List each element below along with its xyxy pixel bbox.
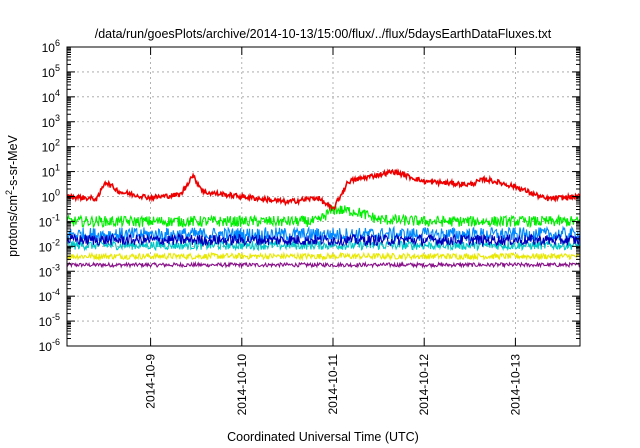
series-line [66, 205, 581, 229]
y-tick-label-base: 10 [39, 215, 53, 229]
y-tick-label-base: 10 [42, 166, 56, 180]
series-line [66, 251, 581, 262]
y-tick-label-exponent: -6 [52, 337, 60, 347]
y-tick-label: 102 [42, 138, 60, 155]
y-tick-label-exponent: 1 [55, 163, 60, 173]
y-tick-label-base: 10 [39, 265, 53, 279]
y-tick-label: 10-5 [39, 312, 60, 329]
y-tick-label: 10-2 [39, 237, 60, 254]
y-tick-label-exponent: -3 [52, 262, 60, 272]
series-line [66, 232, 581, 248]
y-tick-label-base: 10 [42, 91, 56, 105]
x-tick-label: 2014-10-9 [144, 354, 158, 409]
y-tick-label-exponent: 6 [55, 38, 60, 48]
x-tick-label: 2014-10-10 [235, 354, 249, 416]
y-axis-label-rest: -s-sr-MeV [6, 134, 20, 190]
x-tick-label: 2014-10-13 [508, 354, 522, 416]
series-line [66, 238, 581, 252]
y-tick-label-base: 10 [42, 141, 56, 155]
y-tick-label: 10-3 [39, 262, 60, 279]
y-tick-label-exponent: -5 [52, 312, 60, 322]
x-axis-label: Coordinated Universal Time (UTC) [227, 430, 419, 444]
y-axis-label-unit: protons/cm [6, 195, 20, 257]
chart-title: /data/run/goesPlots/archive/2014-10-13/1… [95, 27, 552, 41]
ticks [67, 46, 580, 347]
y-tick-label-exponent: 4 [55, 88, 60, 98]
y-axis-label-exponent: 2 [4, 190, 14, 195]
x-tick-label: 2014-10-12 [417, 354, 431, 416]
y-tick-label: 106 [42, 38, 60, 55]
y-tick-label: 103 [42, 113, 60, 130]
series-layer [66, 168, 581, 269]
series-line [66, 168, 581, 212]
y-tick-label-base: 10 [39, 315, 53, 329]
y-tick-label-exponent: 5 [55, 63, 60, 73]
y-tick-label-base: 10 [39, 290, 53, 304]
y-tick-label-base: 10 [39, 240, 53, 254]
y-tick-label-base: 10 [42, 191, 56, 205]
y-tick-label-base: 10 [39, 340, 53, 354]
y-tick-label-exponent: -4 [52, 287, 60, 297]
y-tick-label: 105 [42, 63, 60, 80]
x-tick-labels: 2014-10-9 2014-10-10 2014-10-11 2014-10-12 2… [144, 354, 523, 416]
grid [67, 47, 580, 346]
y-tick-label-exponent: 3 [55, 113, 60, 123]
series-line [66, 260, 581, 269]
y-tick-label-exponent: 0 [55, 188, 60, 198]
y-tick-label-base: 10 [42, 116, 56, 130]
y-tick-label-exponent: -2 [52, 237, 60, 247]
y-tick-label-base: 10 [42, 41, 56, 55]
y-tick-label-exponent: -1 [52, 212, 60, 222]
y-tick-label: 10-4 [39, 287, 60, 304]
y-axis-label: protons/cm2-s-sr-MeV [4, 134, 20, 256]
y-tick-label: 104 [42, 88, 60, 105]
y-tick-label-exponent: 2 [55, 138, 60, 148]
series-line [66, 225, 581, 244]
y-tick-label: 100 [42, 188, 60, 205]
y-tick-label: 10-1 [39, 212, 60, 229]
y-tick-label: 10-6 [39, 337, 60, 354]
y-tick-label-base: 10 [42, 66, 56, 80]
y-tick-label: 101 [42, 163, 60, 180]
x-tick-label: 2014-10-11 [326, 354, 340, 415]
y-tick-labels: 10-610-510-410-310-210-11001011021031041… [39, 38, 60, 354]
